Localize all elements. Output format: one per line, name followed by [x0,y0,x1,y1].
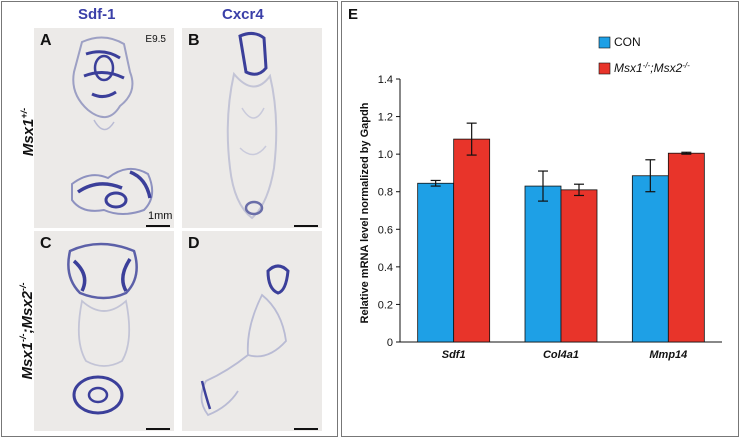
bar-mmp14-series0 [631,175,669,343]
scale-bar [146,428,170,430]
x-category-label: Mmp14 [649,349,687,361]
age-label: E9.5 [145,34,166,45]
y-tick-label: 0.8 [378,187,393,199]
panel-letter-e: E [348,6,359,23]
y-axis-label: Relative mRNA level normalized by Gapdh [359,102,371,323]
bar-chart: 0 0.2 0.4 0.6 0.8 1.0 1.2 1.4 Sdf1 Col4a1 Mmp14 CO… [359,35,722,361]
legend-label-mutant: Msx1-/-;Msx2-/- [614,61,690,75]
bar-sdf1-series1 [453,138,491,343]
bar-col4a1-series1 [560,189,598,343]
y-tick-label: 0.6 [378,224,393,236]
embryo-section-image [71,36,154,215]
y-tick-label: 1.0 [378,149,393,161]
micrograph-panel-d: D [182,231,322,431]
bar-sdf1-series0 [417,182,455,343]
legend-swatch-con [598,36,611,49]
x-category-label: Col4a1 [543,349,579,361]
embryo-section-image [67,242,138,415]
scale-bar [146,225,170,227]
panel-letter-d: D [188,235,200,252]
panel-letter-c: C [40,235,52,252]
embryo-section-image [226,31,278,220]
scale-label: 1mm [148,210,173,222]
y-tick-label: 0.4 [378,262,393,274]
y-tick-label: 1.4 [378,74,393,86]
panel-letter-a: A [40,32,52,49]
bar-mmp14-series1 [667,152,705,343]
scale-bar [294,225,318,227]
column-header-cxcr4: Cxcr4 [222,6,264,23]
y-tick-label: 0 [387,337,393,349]
micrograph-panel-a: A E9.5 1mm [34,28,174,228]
scale-bar [294,428,318,430]
micrograph-panel-c: C [34,231,174,431]
y-tick-label: 1.2 [378,112,393,124]
x-category-label: Sdf1 [442,349,466,361]
chart-legend: CON Msx1-/-;Msx2-/- [598,35,690,75]
embryo-section-image [200,264,290,417]
panel-letter-b: B [188,32,200,49]
bar-col4a1-series0 [524,185,562,343]
legend-label-con: CON [614,35,641,49]
column-header-sdf1: Sdf-1 [78,6,116,23]
y-tick-label: 0.2 [378,299,393,311]
legend-swatch-mutant [598,62,611,75]
micrograph-panel-b: B [182,28,322,228]
